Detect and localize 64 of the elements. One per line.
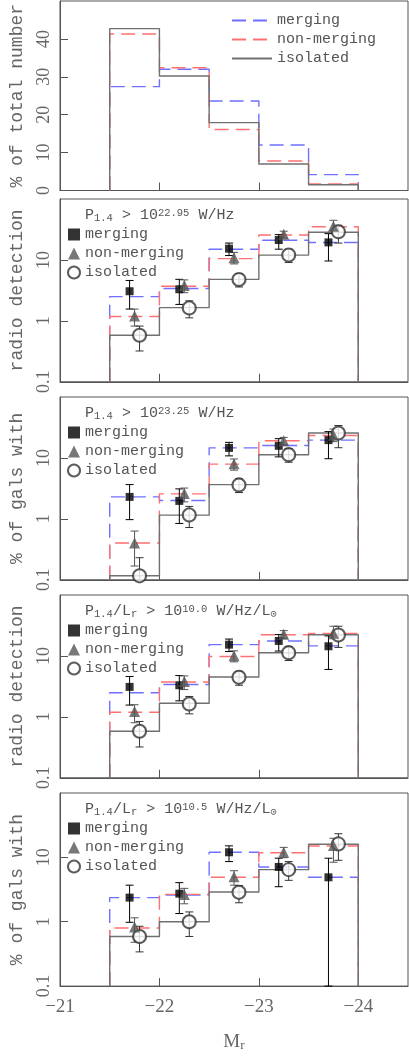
point <box>125 492 134 501</box>
point <box>125 287 134 296</box>
point <box>132 928 148 944</box>
legend-label: isolated <box>85 264 158 281</box>
legend-label: isolated <box>276 50 349 67</box>
y-axis-title: % of gals with <box>7 813 27 966</box>
x-tick-label: −24 <box>343 995 374 1017</box>
legend-label: isolated <box>85 858 158 875</box>
x-tick-label: −23 <box>244 995 274 1017</box>
legend-label: non-merging <box>85 839 185 856</box>
point <box>181 914 197 930</box>
point <box>129 706 141 718</box>
y-tick-label: 30 <box>33 67 53 86</box>
point <box>129 537 141 549</box>
legend-label: non-merging <box>85 443 185 460</box>
point <box>132 723 148 739</box>
point <box>129 921 141 933</box>
point <box>324 238 333 247</box>
y-tick-label: 1 <box>33 712 53 722</box>
y-tick-label: 10 <box>33 848 53 867</box>
y-tick-label: 10 <box>33 143 53 162</box>
y-tick-label: 10 <box>33 448 53 467</box>
y-tick-label: 10 <box>33 250 53 269</box>
y-tick-label: 40 <box>33 29 53 48</box>
legend-label: non-merging <box>85 245 185 262</box>
point <box>132 568 148 584</box>
y-axis-title: % of total number <box>7 3 27 188</box>
legend-label: non-merging <box>276 31 377 48</box>
point <box>225 443 234 452</box>
y-tick-label: 10 <box>33 646 53 665</box>
y-tick-label: 0 <box>33 186 53 195</box>
legend-label: non-merging <box>85 641 185 658</box>
legend-label: isolated <box>85 462 158 479</box>
y-tick-label: 0.1 <box>33 974 53 998</box>
y-tick-label: 0.1 <box>33 766 53 789</box>
point <box>225 848 234 857</box>
point <box>225 244 234 253</box>
y-tick-label: 1 <box>33 514 53 524</box>
y-tick-label: 0.1 <box>33 370 53 393</box>
y-tick-label: 1 <box>33 316 53 326</box>
y-tick-label: 0.1 <box>33 568 53 591</box>
x-tick-label: −22 <box>144 995 175 1017</box>
point <box>324 642 333 651</box>
legend-label: merging <box>85 424 149 441</box>
point <box>324 873 333 882</box>
legend-label: merging <box>276 12 340 29</box>
y-axis-title: radio detection <box>7 605 27 768</box>
legend-label: merging <box>85 226 149 243</box>
point <box>274 862 283 871</box>
point <box>178 888 190 900</box>
y-axis-title: % of gals with <box>7 412 27 564</box>
y-tick-label: 20 <box>33 105 53 124</box>
legend-label: merging <box>85 820 149 837</box>
point <box>132 327 148 343</box>
point <box>125 682 134 691</box>
point <box>181 507 197 523</box>
point <box>225 640 234 649</box>
y-tick-label: 1 <box>33 917 53 927</box>
legend-label: isolated <box>85 660 158 677</box>
point <box>125 893 134 902</box>
y-axis-title: radio detection <box>7 209 27 372</box>
point <box>129 310 141 322</box>
point <box>231 884 247 900</box>
legend-label: merging <box>85 622 149 639</box>
